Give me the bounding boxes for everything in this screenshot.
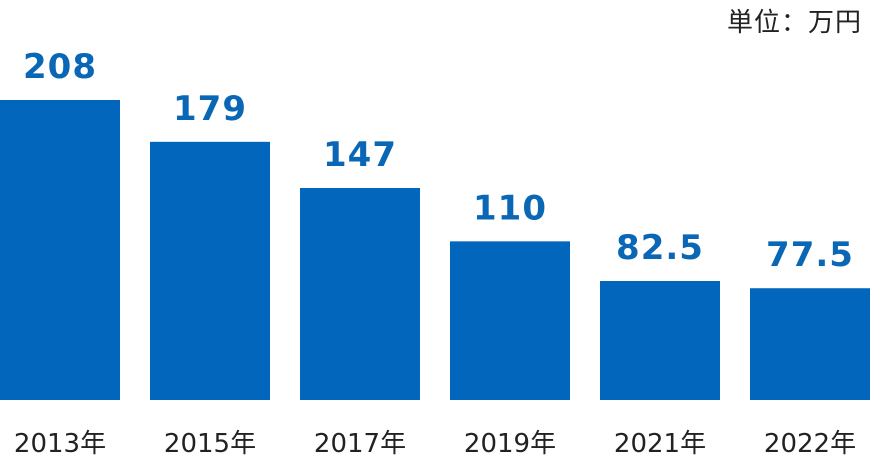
x-tick-label-2021年: 2021年	[614, 429, 706, 459]
bars-group	[0, 100, 870, 401]
bar-2017年	[300, 187, 420, 400]
unit-label: 単位：万円	[726, 8, 862, 38]
x-tick-label-2019年: 2019年	[464, 429, 556, 459]
bar-2022年	[750, 288, 870, 400]
value-label-2015年: 179	[173, 89, 247, 129]
value-label-2021年: 82.5	[616, 228, 704, 268]
bar-2019年	[450, 241, 570, 400]
x-axis-tick-labels: 2013年 2015年 2017年 2019年 2021年 2022年	[14, 429, 856, 459]
x-tick-label-2015年: 2015年	[164, 429, 256, 459]
x-tick-label-2017年: 2017年	[314, 429, 406, 459]
x-tick-label-2013年: 2013年	[14, 429, 106, 459]
value-labels-group: 208 179 147 110 82.5 77.5	[23, 47, 854, 275]
value-label-2017年: 147	[323, 135, 397, 175]
bar-2015年	[150, 141, 270, 400]
bar-2013年	[0, 100, 120, 401]
bar-2021年	[600, 281, 720, 400]
value-label-2013年: 208	[23, 47, 97, 87]
value-label-2022年: 77.5	[766, 235, 854, 275]
x-tick-label-2022年: 2022年	[764, 429, 856, 459]
value-label-2019年: 110	[473, 188, 547, 228]
